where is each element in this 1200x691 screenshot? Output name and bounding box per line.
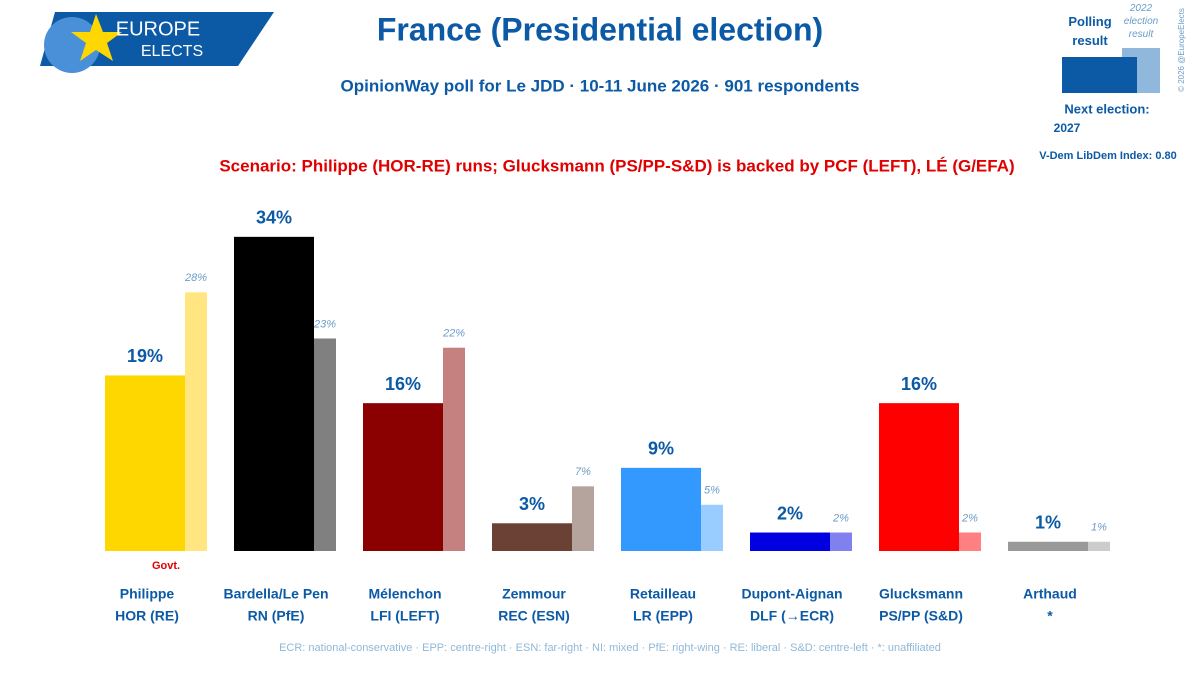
- next-election-label: Next election:: [1064, 101, 1149, 116]
- x-tick-label: Retailleau: [630, 586, 696, 602]
- logo-globe: [44, 17, 100, 73]
- x-tick-label: Bardella/Le Pen: [223, 586, 328, 602]
- x-tick-label: Philippe: [120, 586, 175, 602]
- logo-text: ELECTS: [141, 43, 203, 60]
- x-tick-label: *: [1047, 608, 1053, 624]
- value-label: 19%: [127, 346, 163, 366]
- x-tick-label: Arthaud: [1023, 586, 1077, 602]
- bar: [314, 338, 336, 551]
- x-tick-label: Dupont-Aignan: [741, 586, 842, 602]
- value-label: 16%: [385, 374, 421, 394]
- x-tick-label: LR (EPP): [633, 608, 693, 624]
- copyright: © 2026 @EuropeElects: [1177, 8, 1186, 92]
- chart-title: France (Presidential election): [377, 11, 823, 47]
- chart-subtitle: OpinionWay poll for Le JDD · 10-11 June …: [341, 76, 860, 95]
- x-tick-label: Zemmour: [502, 586, 566, 602]
- value-label: 3%: [519, 494, 545, 514]
- x-tick-label: PS/PP (S&D): [879, 608, 963, 624]
- bar: [572, 486, 594, 551]
- bar: [1088, 541, 1110, 551]
- x-tick-label: Mélenchon: [368, 586, 441, 602]
- bar: [701, 504, 723, 551]
- legend-swatch: [1062, 57, 1137, 93]
- bar: [492, 523, 572, 551]
- value-label: 22%: [442, 328, 465, 340]
- index: V-Dem LibDem Index: 0.80: [1039, 150, 1177, 162]
- annotation: Govt.: [152, 560, 180, 572]
- value-label: 23%: [313, 318, 336, 330]
- x-tick-label: HOR (RE): [115, 608, 179, 624]
- value-label: 1%: [1091, 522, 1107, 534]
- value-label: 7%: [575, 466, 591, 478]
- bar: [879, 403, 959, 551]
- x-tick-label: RN (PfE): [248, 608, 305, 624]
- value-label: 28%: [184, 272, 207, 284]
- bar: [959, 532, 981, 551]
- footnote: ECR: national-conservative · EPP: centre…: [279, 642, 941, 654]
- x-tick-label: LFI (LEFT): [370, 608, 439, 624]
- bar: [750, 532, 830, 551]
- x-tick-label: REC (ESN): [498, 608, 570, 624]
- bar: [830, 532, 852, 551]
- bar: [105, 375, 185, 551]
- next-election: 2027: [1054, 121, 1081, 135]
- bar: [621, 467, 701, 551]
- legend-entry: 2022 election result: [1123, 3, 1159, 40]
- bar: [234, 236, 314, 551]
- legend-entry: Polling result: [1068, 14, 1112, 48]
- bar: [443, 347, 465, 551]
- x-tick-label: DLF (→ECR): [750, 608, 834, 624]
- value-label: 9%: [648, 439, 674, 459]
- x-tick-label: Glucksmann: [879, 586, 963, 602]
- bar: [363, 403, 443, 551]
- bar: [185, 292, 207, 551]
- logo-star: [71, 14, 122, 61]
- value-label: 5%: [704, 485, 720, 497]
- value-label: 34%: [256, 208, 292, 228]
- logo-text: EUROPE: [116, 18, 200, 40]
- bar: [1008, 541, 1088, 551]
- value-label: 2%: [777, 503, 803, 523]
- value-label: 1%: [1035, 513, 1061, 533]
- scenario: Scenario: Philippe (HOR-RE) runs; Glucks…: [219, 156, 1014, 175]
- value-label: 16%: [901, 374, 937, 394]
- value-label: 2%: [961, 512, 978, 524]
- value-label: 2%: [832, 512, 849, 524]
